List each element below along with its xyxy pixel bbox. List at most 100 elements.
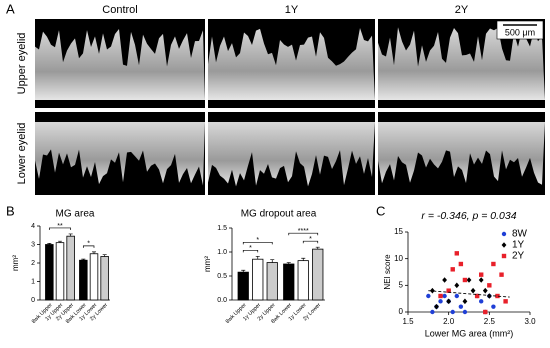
point [430,309,435,315]
point [501,253,507,259]
y-tick-label: 10 [394,254,403,263]
point [458,261,464,267]
scale-label: 500 μm [505,27,535,37]
error-bar [315,246,320,250]
gland-tissue [208,122,375,187]
error-bar [270,259,275,263]
y-tick-label: 2 [31,260,35,267]
x-axis-label: Lower MG area (mm²) [425,328,514,338]
y-tick-label: 0.5 [217,273,227,280]
trend-line [428,290,510,298]
point [454,293,459,299]
column-label: Control [102,4,137,16]
x-tick-label: 1.5 [402,317,414,326]
point [491,261,496,267]
error-bar [301,257,306,261]
gland-tissue [208,27,375,100]
point [474,293,480,299]
row-label: Upper eyelid [16,33,28,95]
point [450,309,455,315]
column-label: 2Y [455,4,469,16]
point [486,293,492,299]
error-bar [241,269,246,273]
x-tick-label: 8wk Upper [225,302,248,325]
y-tick-label: 0 [31,297,35,304]
y-tick-label: 1 [31,278,35,285]
y-tick-label: 0.0 [217,297,227,304]
y-tick-label: 1.5 [217,225,227,232]
point [495,293,500,299]
bar [66,235,75,301]
error-bar [47,243,52,245]
panel-letter: C [376,203,385,218]
significance-bracket [288,232,319,236]
bar [45,244,54,301]
gland-tissue [378,122,545,185]
point [483,309,488,315]
column-label: 1Y [285,4,299,16]
error-bar [92,251,96,254]
point [458,304,464,309]
gland-tissue [378,27,545,100]
gland-tissue [35,122,205,186]
bar [237,271,249,301]
point [501,242,507,248]
y-tick-label: 15 [394,227,403,236]
point [503,299,508,304]
error-bar [102,254,107,257]
error-bar [68,233,73,237]
y-tick-label: 4 [31,223,35,230]
point [438,299,443,304]
row-label: Lower eyelid [16,123,28,185]
significance-label: ** [57,223,63,230]
significance-bracket [82,245,95,248]
point [491,304,496,309]
y-axis-label: NEI score [383,254,392,290]
point [462,309,468,315]
gland-tissue [35,29,205,101]
chart-title: MG dropout area [241,209,317,220]
point [450,267,455,272]
y-axis-label: mm² [203,256,212,272]
point [501,231,507,237]
significance-bracket [302,240,319,244]
bar [312,248,324,301]
point [446,298,452,305]
error-bar [58,240,62,243]
y-tick-label: 3 [31,241,35,248]
point [462,277,468,283]
bar [297,260,309,301]
legend-label: 8W [512,229,528,240]
point [438,293,443,299]
significance-label: **** [298,228,309,235]
significance-bracket [48,227,72,230]
bar [79,259,88,301]
point [426,293,431,299]
y-tick-label: 0 [399,307,404,316]
panel-letter: A [6,1,15,16]
legend-label: 1Y [512,240,525,251]
significance-label: * [87,241,90,248]
panel-letter: B [6,203,15,218]
significance-label: * [309,236,312,243]
chart-title: r = -0.346, p = 0.034 [421,210,516,222]
point [454,282,460,289]
point [442,293,447,299]
point [487,283,492,288]
point [454,251,459,256]
bar [252,258,264,301]
x-tick-label: 2.0 [443,317,455,326]
significance-label: * [249,245,252,252]
bar [100,256,109,301]
y-axis-label: mm² [11,255,20,271]
error-bar [81,258,86,261]
point [446,288,451,293]
bar [55,242,65,301]
significance-label: * [256,237,259,244]
x-tick-label: 3.0 [524,317,536,326]
error-bar [255,255,260,260]
y-tick-label: 1.0 [217,249,227,256]
point [442,277,447,283]
significance-bracket [242,241,273,245]
